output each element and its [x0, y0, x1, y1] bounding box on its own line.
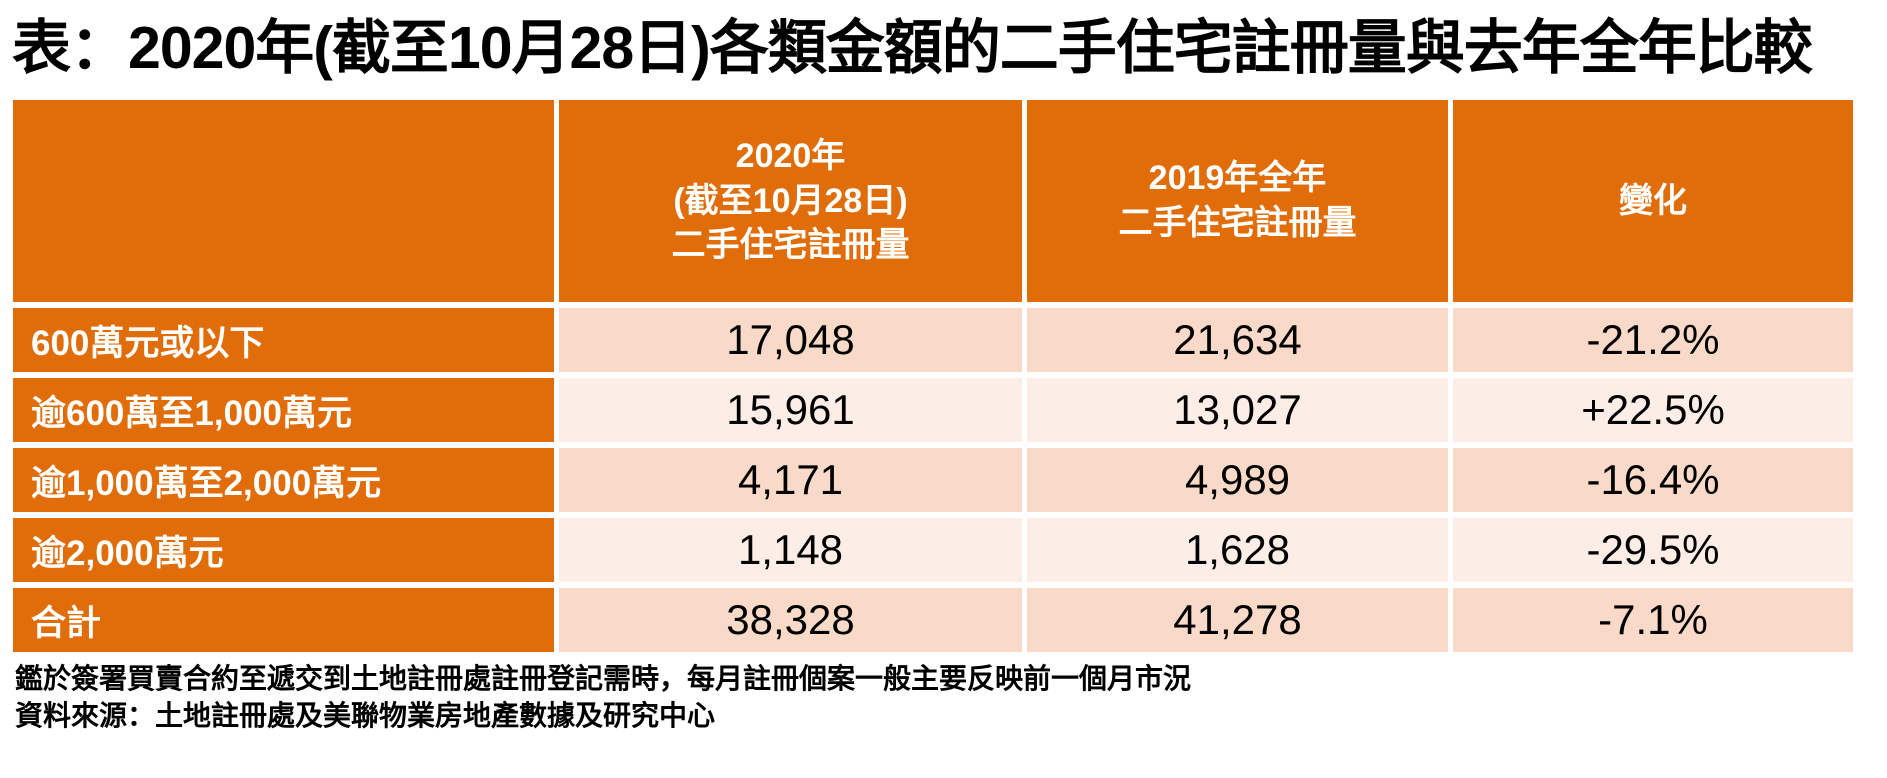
header-cell-empty: [13, 100, 554, 302]
cell-2019: 21,634: [1027, 308, 1448, 372]
cell-change: -21.2%: [1453, 308, 1853, 372]
row-label: 逾2,000萬元: [13, 518, 554, 582]
row-label: 600萬元或以下: [13, 308, 554, 372]
cell-2020: 1,148: [559, 518, 1022, 582]
header-cell-change: 變化: [1453, 100, 1853, 302]
cell-change-total: -7.1%: [1453, 588, 1853, 652]
header-change-label: 變化: [1619, 181, 1687, 220]
registration-table: 2020年 (截至10月28日) 二手住宅註冊量 2019年全年 二手住宅註冊量…: [13, 100, 1853, 652]
cell-2019: 4,989: [1027, 448, 1448, 512]
cell-change: -16.4%: [1453, 448, 1853, 512]
row-label: 逾1,000萬至2,000萬元: [13, 448, 554, 512]
cell-2020: 15,961: [559, 378, 1022, 442]
header-2020-line1: 2020年: [735, 136, 846, 175]
page-title: 表：2020年(截至10月28日)各類金額的二手住宅註冊量與去年全年比較: [12, 15, 1813, 81]
header-2020-line3: 二手住宅註冊量: [671, 226, 910, 265]
header-cell-2019: 2019年全年 二手住宅註冊量: [1027, 100, 1448, 302]
footnote-timing: 鑑於簽署買賣合約至遞交到土地註冊處註冊登記需時，每月註冊個案一般主要反映前一個月…: [15, 663, 1192, 694]
cell-2019-total: 41,278: [1027, 588, 1448, 652]
row-label-total: 合計: [13, 588, 554, 652]
header-cell-2020: 2020年 (截至10月28日) 二手住宅註冊量: [559, 100, 1022, 302]
cell-2020-total: 38,328: [559, 588, 1022, 652]
footnote-source: 資料來源：土地註冊處及美聯物業房地產數據及研究中心: [15, 700, 716, 731]
cell-2020: 17,048: [559, 308, 1022, 372]
cell-2019: 1,628: [1027, 518, 1448, 582]
header-2020-line2: (截至10月28日): [673, 181, 908, 220]
cell-change: +22.5%: [1453, 378, 1853, 442]
header-2019-line2: 二手住宅註冊量: [1118, 204, 1357, 242]
header-2019-line1: 2019年全年: [1148, 159, 1327, 198]
cell-2020: 4,171: [559, 448, 1022, 512]
footnotes: 鑑於簽署買賣合約至遞交到土地註冊處註冊登記需時，每月註冊個案一般主要反映前一個月…: [15, 660, 1191, 734]
cell-change: -29.5%: [1453, 518, 1853, 582]
cell-2019: 13,027: [1027, 378, 1448, 442]
row-label: 逾600萬至1,000萬元: [13, 378, 554, 442]
